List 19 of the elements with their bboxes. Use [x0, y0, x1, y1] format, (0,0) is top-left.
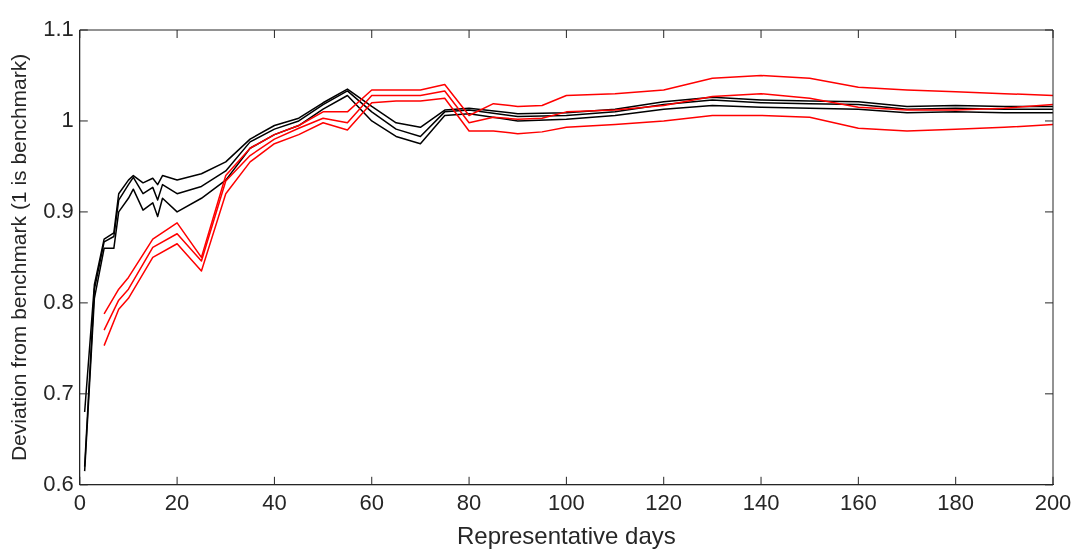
- x-tick-label: 200: [1034, 490, 1072, 516]
- x-tick-label: 40: [262, 490, 287, 516]
- x-tick-label: 100: [548, 490, 585, 516]
- x-tick-label: 180: [937, 490, 975, 516]
- y-axis-title: Deviation from benchmark (1 is benchmark): [7, 53, 31, 462]
- x-tick-label: 160: [840, 490, 877, 516]
- y-tick-label: 0.6: [43, 470, 74, 496]
- y-tick-label: 0.9: [43, 197, 74, 223]
- x-tick-label: 60: [359, 490, 384, 516]
- y-tick-label: 1.1: [43, 16, 74, 42]
- x-tick-label: 140: [742, 490, 780, 516]
- y-tick-label: 0.7: [43, 379, 74, 405]
- x-tick-label: 20: [164, 490, 190, 516]
- y-tick-label: 1: [61, 107, 74, 133]
- x-tick-label: 80: [456, 490, 482, 516]
- y-tick-label: 0.8: [43, 288, 74, 314]
- x-tick-label: 0: [73, 490, 86, 516]
- x-axis-title: Representative days: [456, 522, 676, 550]
- x-tick-label: 120: [645, 490, 683, 516]
